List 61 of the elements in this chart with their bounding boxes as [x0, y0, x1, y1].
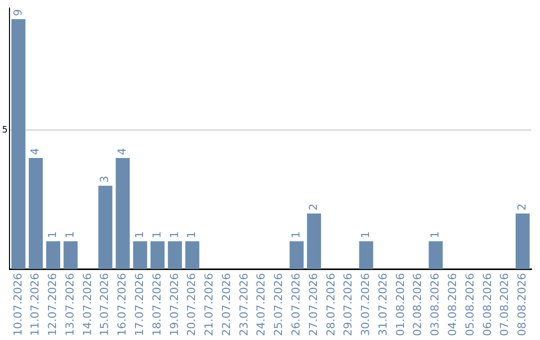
y-tick-label: 5 [2, 126, 8, 136]
data-label: 1 [289, 231, 302, 238]
bar [98, 186, 112, 270]
bar [28, 158, 43, 270]
x-tick-label: 04.08.2026 [446, 273, 459, 336]
x-tick-label: 06.08.2026 [480, 273, 494, 336]
x-tick-label: 18.07.2026 [150, 273, 164, 336]
bar [516, 213, 530, 270]
x-tick-label: 02.08.2026 [411, 273, 424, 336]
x-tick-label: 30.07.2026 [359, 273, 372, 336]
data-label: 2 [516, 203, 529, 210]
bar [359, 241, 374, 270]
x-tick-label: 28.07.2026 [324, 273, 338, 336]
x-tick-label: 10.07.2026 [11, 273, 24, 336]
data-label: 1 [359, 231, 372, 238]
x-tick-label: 01.08.2026 [394, 273, 407, 336]
data-label: 1 [168, 231, 181, 238]
bar [64, 241, 78, 270]
data-label: 3 [98, 176, 112, 183]
data-label: 9 [11, 9, 24, 16]
bar [150, 241, 165, 270]
x-tick-label: 15.07.2026 [98, 273, 112, 336]
x-tick-label: 14.07.2026 [80, 273, 94, 336]
x-tick-label: 17.07.2026 [132, 273, 146, 336]
bar [46, 241, 60, 270]
data-label: 1 [185, 231, 198, 238]
x-tick-label: 13.07.2026 [63, 273, 76, 336]
data-label: 4 [116, 148, 129, 155]
x-tick-label: 26.07.2026 [289, 273, 302, 336]
bar [133, 241, 148, 270]
data-label: 1 [150, 231, 164, 238]
x-tick-label: 11.07.2026 [28, 273, 42, 336]
data-label: 1 [46, 231, 60, 238]
x-tick-label: 08.08.2026 [516, 273, 529, 336]
x-tick-label: 16.07.2026 [116, 273, 129, 336]
x-tick-label: 19.07.2026 [168, 273, 181, 336]
x-tick-label: 25.07.2026 [272, 273, 286, 336]
x-tick-label: 29.07.2026 [342, 273, 355, 336]
bar [116, 158, 130, 270]
x-tick-label: 20.07.2026 [185, 273, 198, 336]
data-label: 1 [132, 231, 146, 238]
bar [185, 241, 200, 270]
x-tick-label: 24.07.2026 [254, 273, 268, 336]
x-tick-label: 23.07.2026 [237, 273, 250, 336]
bar [11, 19, 26, 270]
bar [428, 241, 443, 270]
data-label: 4 [28, 148, 42, 155]
x-tick-label: 22.07.2026 [220, 273, 233, 336]
data-label: 1 [428, 231, 442, 238]
data-label: 1 [63, 231, 76, 238]
bar [290, 241, 304, 270]
data-label: 2 [306, 203, 320, 210]
bar [168, 241, 182, 270]
x-tick-label: 31.07.2026 [376, 273, 390, 336]
x-tick-label: 12.07.2026 [46, 273, 60, 336]
x-tick-label: 03.08.2026 [428, 273, 442, 336]
x-tick-label: 07.08.2026 [498, 273, 512, 336]
x-tick-label: 05.08.2026 [463, 273, 476, 336]
x-tick-label: 27.07.2026 [306, 273, 320, 336]
x-tick-label: 21.07.2026 [202, 273, 216, 336]
bar [306, 213, 322, 270]
